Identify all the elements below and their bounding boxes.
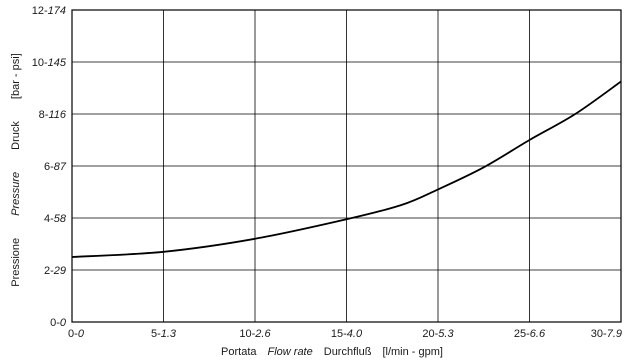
series-line	[71, 80, 622, 258]
x-tick-label: 0-0	[68, 328, 85, 340]
x-tick-label: 30-7.9	[591, 328, 622, 340]
y-tick-labels: 0-0 2-29 4-58 6-87 8-116 10-145 12-174	[32, 5, 67, 329]
y-tick-label: 12-174	[32, 5, 66, 17]
y-axis-label: Pressione Pressure Druck [bar - psi]	[10, 53, 22, 287]
x-tick-label: 5-1.3	[151, 328, 177, 340]
grid-lines	[72, 10, 621, 322]
x-tick-labels: 0-0 5-1.3 10-2.6 15-4.0 20-5.3 25-6.6 30-7.9	[68, 328, 622, 340]
x-tick-label: 10-2.6	[239, 328, 271, 340]
y-tick-label: 2-29	[44, 265, 66, 277]
x-axis-label: Portata Flow rate Durchfluß [l/min - gpm…	[221, 346, 443, 358]
y-tick-label: 10-145	[32, 57, 67, 69]
y-tick-label: 0-0	[50, 317, 67, 329]
x-tick-label: 20-5.3	[422, 328, 454, 340]
y-tick-label: 4-58	[44, 213, 67, 225]
y-tick-label: 6-87	[44, 161, 67, 173]
x-tick-label: 25-6.6	[514, 328, 546, 340]
plot-frame	[71, 9, 622, 323]
series-layer	[71, 80, 622, 258]
y-tick-label: 8-116	[39, 109, 67, 121]
x-tick-label: 15-4.0	[331, 328, 363, 340]
